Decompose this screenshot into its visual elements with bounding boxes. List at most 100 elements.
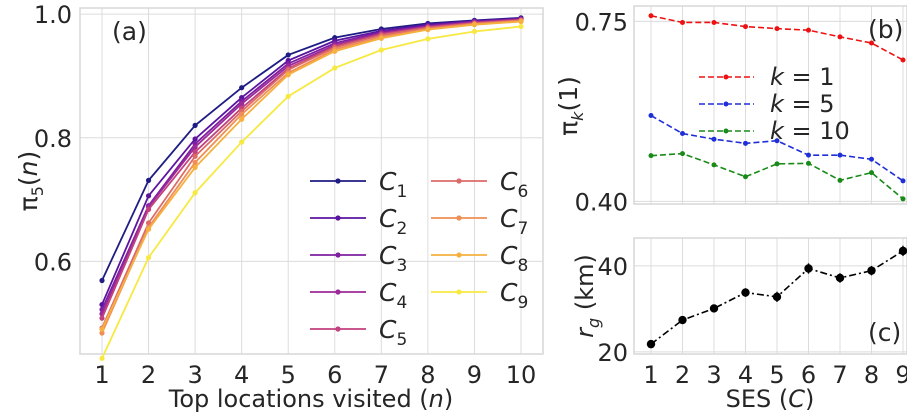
x-tick-label: 6 (327, 361, 342, 389)
data-point-C1 (99, 277, 105, 284)
data-point-k=10 (806, 160, 811, 166)
series-line-C5 (101, 18, 522, 319)
data-point-k=5 (648, 113, 654, 119)
data-point-C2 (192, 136, 198, 142)
legend-marker-C3 (335, 252, 341, 258)
legend-label-C9: C9 (500, 278, 528, 313)
panel-c-frame (633, 237, 907, 355)
panel-b-legend: k = 1k = 5k = 10 (699, 63, 850, 145)
data-point-rg (867, 266, 876, 275)
data-point-C8 (332, 48, 338, 54)
data-point-C2 (145, 193, 152, 199)
data-point-C6 (192, 153, 198, 159)
data-point-C9 (192, 190, 198, 196)
data-point-rg (835, 273, 845, 283)
x-tick-label: 5 (769, 361, 784, 389)
data-point-rg (646, 339, 656, 349)
data-point-k=10 (869, 170, 874, 176)
data-point-k=1 (837, 34, 843, 40)
panel-b: 0.40 0.75 (b) πk(1) k = 1k = 5k = 10 (554, 5, 907, 216)
data-point-k=1 (806, 27, 811, 33)
data-point-C8 (425, 27, 431, 33)
legend-marker-k=5 (723, 101, 729, 107)
series-line-C6 (101, 19, 522, 329)
legend-marker-C4 (335, 289, 341, 295)
data-point-k=1 (711, 19, 717, 25)
y-tick-label: 0.8 (34, 125, 72, 153)
data-point-C9 (239, 139, 245, 145)
panel-a-label: (a) (112, 17, 147, 46)
data-point-C9 (518, 23, 524, 30)
data-point-C1 (239, 85, 245, 91)
data-point-rg (741, 288, 750, 297)
data-point-C8 (239, 116, 245, 122)
series-line-C8 (101, 20, 522, 330)
data-point-C9 (145, 255, 152, 261)
data-point-C9 (471, 28, 478, 35)
legend-marker-C5 (335, 326, 341, 332)
legend-label-k=10: k = 10 (770, 117, 850, 145)
data-point-C8 (145, 226, 152, 232)
panel-c-y-axis-label: rg (km) (571, 254, 603, 338)
data-point-C8 (471, 22, 478, 28)
legend-label-k=1: k = 1 (770, 63, 835, 91)
data-point-C4 (192, 144, 198, 150)
data-point-C4 (239, 101, 245, 107)
legend-marker-k=10 (723, 128, 729, 134)
legend-label-k=5: k = 5 (770, 90, 835, 118)
y-tick-label: 1.0 (34, 1, 72, 29)
x-tick-label: 7 (374, 361, 389, 389)
y-tick-label: 0.40 (575, 188, 628, 216)
legend-marker-C7 (456, 215, 462, 221)
data-point-C8 (518, 18, 524, 25)
data-point-C1 (145, 177, 152, 183)
x-tick-label: 6 (801, 361, 816, 389)
panel-c-ticks: 1 2 3 4 5 6 7 8 9 20 40 (597, 253, 907, 389)
x-tick-label: 3 (706, 361, 721, 389)
data-point-k=10 (711, 162, 717, 168)
data-point-C8 (192, 164, 198, 171)
data-point-k=1 (869, 40, 874, 46)
data-point-k=10 (900, 196, 906, 202)
legend-marker-C9 (456, 289, 462, 295)
x-tick-label: 8 (864, 361, 879, 389)
legend-marker-C1 (335, 178, 341, 184)
x-tick-label: 7 (832, 361, 847, 389)
data-point-C7 (99, 330, 105, 336)
panel-b-y-axis-label: πk(1) (554, 76, 587, 136)
series-line-C1 (101, 16, 522, 281)
data-point-k=5 (711, 136, 717, 142)
panel-a-x-axis-label: Top locations visited (n) (168, 385, 454, 413)
series-line-C9 (101, 25, 522, 359)
legend-label-C4: C4 (379, 278, 407, 313)
data-point-k=1 (774, 26, 780, 32)
panel-c: 1 2 3 4 5 6 7 8 9 20 40 (c) rg (km) SES (C) (571, 237, 907, 413)
legend-label-C8: C8 (500, 241, 528, 276)
x-tick-label: 2 (141, 361, 156, 389)
series-line-k=10 (650, 152, 904, 200)
legend-label-C7: C7 (500, 204, 528, 239)
panel-b-series (648, 13, 906, 202)
data-point-C5 (192, 149, 198, 155)
data-point-k=5 (680, 131, 685, 137)
data-point-C1 (285, 52, 291, 58)
legend-marker-C6 (456, 178, 462, 184)
data-point-k=10 (774, 161, 780, 167)
legend-marker-C8 (456, 252, 462, 258)
data-point-C2 (239, 94, 245, 101)
legend-label-C5: C5 (379, 315, 407, 350)
panel-a-frame (79, 7, 544, 355)
panel-b-ticks: 0.40 0.75 (575, 8, 628, 216)
y-tick-label: 20 (597, 339, 628, 367)
x-tick-label: 2 (675, 361, 690, 389)
data-point-C9 (99, 355, 105, 361)
x-tick-label: 3 (187, 361, 202, 389)
data-point-C1 (192, 122, 198, 128)
data-point-C9 (378, 47, 384, 53)
data-point-C5 (99, 315, 105, 321)
legend-label-C2: C2 (379, 204, 407, 239)
legend-label-C6: C6 (500, 167, 528, 202)
legend-label-C3: C3 (379, 241, 407, 276)
panel-b-label: (b) (868, 15, 903, 44)
